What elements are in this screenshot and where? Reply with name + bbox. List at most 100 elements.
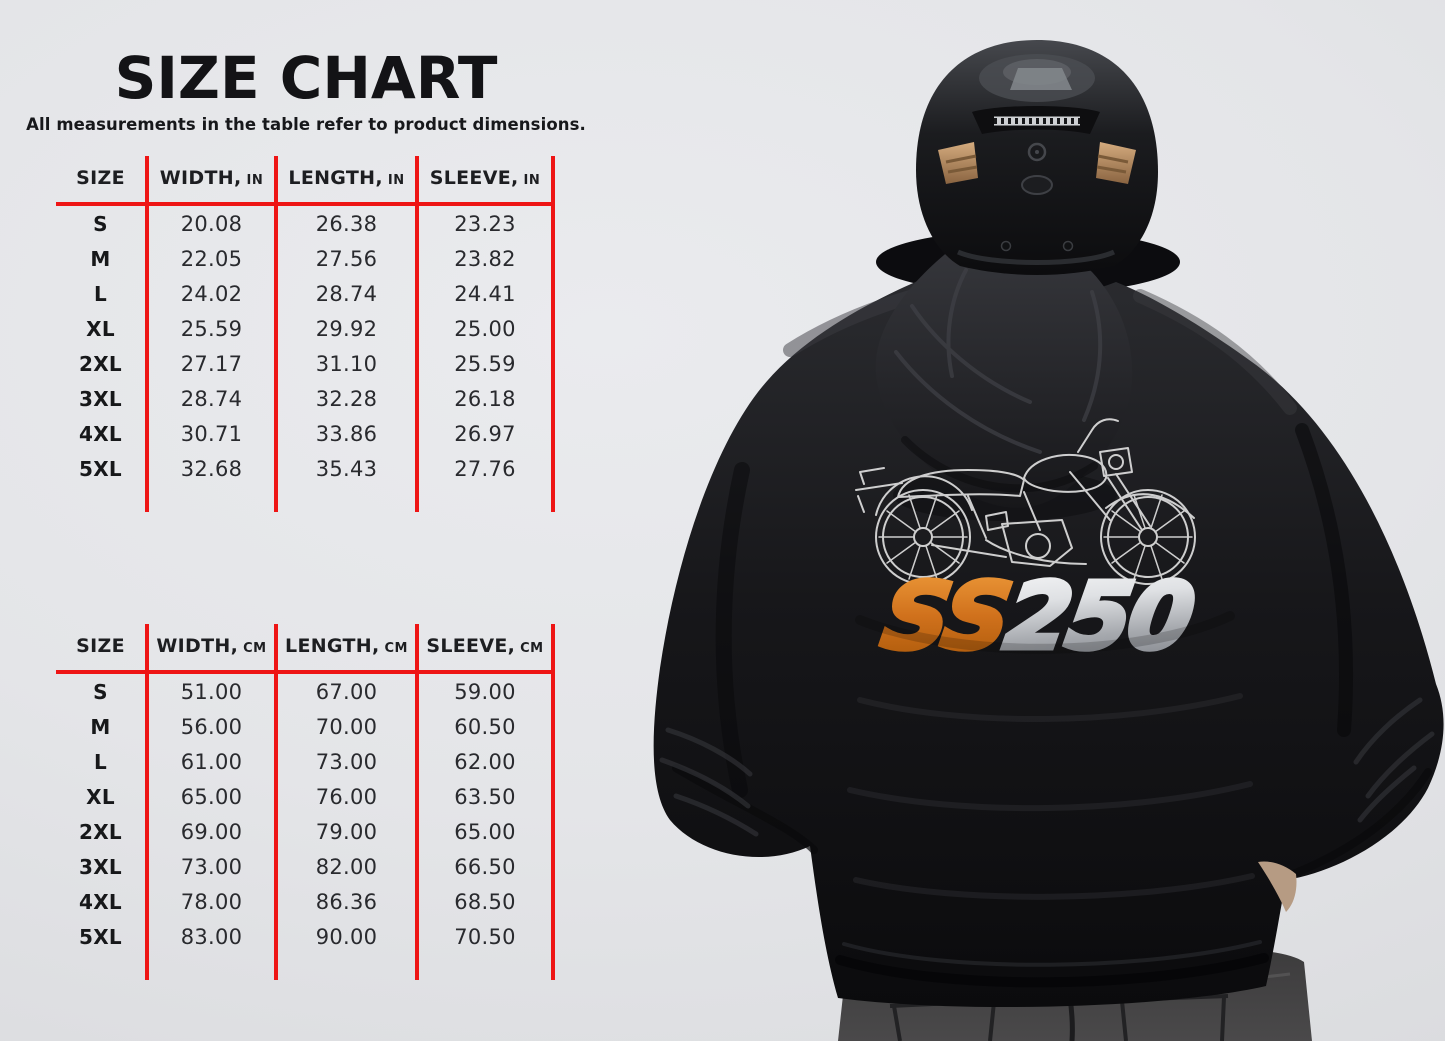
size-cell: 4XL [56,416,149,451]
helmet [916,40,1158,275]
width-cell: 30.71 [147,416,278,451]
width-cell: 27.17 [147,346,278,381]
motorcycle-line-art-icon [855,418,1196,585]
size-cell: XL [56,779,149,814]
size-cell: S [56,672,149,709]
hoodie-logo: SS250 [873,560,1202,672]
size-table-inches: SIZE WIDTH, IN LENGTH, IN SLEEVE, IN S 20.0… [56,156,555,512]
sleeve-cell: 26.18 [417,381,555,416]
size-cell: 3XL [56,381,149,416]
width-cell: 61.00 [147,744,278,779]
helmet-screw-right [1062,240,1074,252]
size-row: 3XL 73.00 82.00 66.50 [56,849,555,884]
col-header-width: WIDTH, IN [147,156,278,206]
width-cell: 24.02 [147,276,278,311]
sleeve-cell: 70.50 [417,919,555,980]
helmet-vent-left [938,142,978,184]
size-cell: 3XL [56,849,149,884]
size-cell: M [56,241,149,276]
size-cell: M [56,709,149,744]
helmet-vent-right [1096,142,1136,184]
size-cell: 4XL [56,884,149,919]
page-subtitle: All measurements in the table refer to p… [26,115,586,134]
size-row: M 56.00 70.00 60.50 [56,709,555,744]
col-header-size: SIZE [56,624,149,674]
col-header-width: WIDTH, CM [147,624,278,674]
sleeve-cell: 59.00 [417,672,555,709]
length-cell: 27.56 [276,241,419,276]
width-cell: 69.00 [147,814,278,849]
col-label: SIZE [76,635,125,657]
size-row: M 22.05 27.56 23.82 [56,241,555,276]
col-header-sleeve: SLEEVE, IN [417,156,555,206]
length-cell: 82.00 [276,849,419,884]
helmet-emblem [1027,142,1047,162]
width-cell: 73.00 [147,849,278,884]
length-cell: 31.10 [276,346,419,381]
size-row: XL 25.59 29.92 25.00 [56,311,555,346]
sleeve-cell: 65.00 [417,814,555,849]
length-cell: 28.74 [276,276,419,311]
col-label: WIDTH, [156,635,239,657]
size-cell: 5XL [56,919,149,980]
table-header-row: SIZE WIDTH, IN LENGTH, IN SLEEVE, IN [56,156,555,206]
wrist-skin [1258,861,1297,912]
length-cell: 86.36 [276,884,419,919]
col-header-size: SIZE [56,156,149,206]
col-unit: IN [387,173,405,188]
sleeve-cell: 25.00 [417,311,555,346]
col-label: WIDTH, [159,167,242,189]
size-row: S 51.00 67.00 59.00 [56,672,555,709]
size-cell: 2XL [56,814,149,849]
helmet-badge [1021,175,1053,195]
width-cell: 65.00 [147,779,278,814]
width-cell: 56.00 [147,709,278,744]
sleeve-cell: 23.23 [417,204,555,241]
size-row: 4XL 30.71 33.86 26.97 [56,416,555,451]
col-label: SLEEVE, [429,167,519,189]
size-cell: 2XL [56,346,149,381]
sleeve-cell: 60.50 [417,709,555,744]
length-cell: 32.28 [276,381,419,416]
col-header-length: LENGTH, CM [276,624,419,674]
width-cell: 51.00 [147,672,278,709]
width-cell: 32.68 [147,451,278,512]
col-label: SLEEVE, [426,635,516,657]
length-cell: 35.43 [276,451,419,512]
width-cell: 83.00 [147,919,278,980]
width-cell: 28.74 [147,381,278,416]
logo-suffix: 250 [999,563,1200,670]
size-row: XL 65.00 76.00 63.50 [56,779,555,814]
table-header-row: SIZE WIDTH, CM LENGTH, CM SLEEVE, CM [56,624,555,674]
length-cell: 79.00 [276,814,419,849]
page-title: SIZE CHART [114,44,498,112]
col-label: LENGTH, [285,635,380,657]
col-unit: CM [520,641,544,656]
col-label: SIZE [76,167,125,189]
length-cell: 26.38 [276,204,419,241]
helmet-reflection-patch [1010,68,1072,90]
length-cell: 29.92 [276,311,419,346]
length-cell: 76.00 [276,779,419,814]
sleeve-cell: 66.50 [417,849,555,884]
width-cell: 20.08 [147,204,278,241]
length-cell: 33.86 [276,416,419,451]
size-cell: XL [56,311,149,346]
sleeve-cell: 27.76 [417,451,555,512]
size-row: L 24.02 28.74 24.41 [56,276,555,311]
sleeve-cell: 23.82 [417,241,555,276]
size-row: 3XL 28.74 32.28 26.18 [56,381,555,416]
col-unit: CM [243,641,267,656]
hood [875,241,1133,521]
col-label: LENGTH, [288,167,383,189]
size-cell: L [56,744,149,779]
col-header-sleeve: SLEEVE, CM [417,624,555,674]
width-cell: 78.00 [147,884,278,919]
size-cell: S [56,204,149,241]
logo-prefix: SS [875,563,1015,670]
sleeve-cell: 25.59 [417,346,555,381]
size-table-cm: SIZE WIDTH, CM LENGTH, CM SLEEVE, CM S 51.0… [56,624,555,980]
size-row: 5XL 32.68 35.43 27.76 [56,451,555,512]
